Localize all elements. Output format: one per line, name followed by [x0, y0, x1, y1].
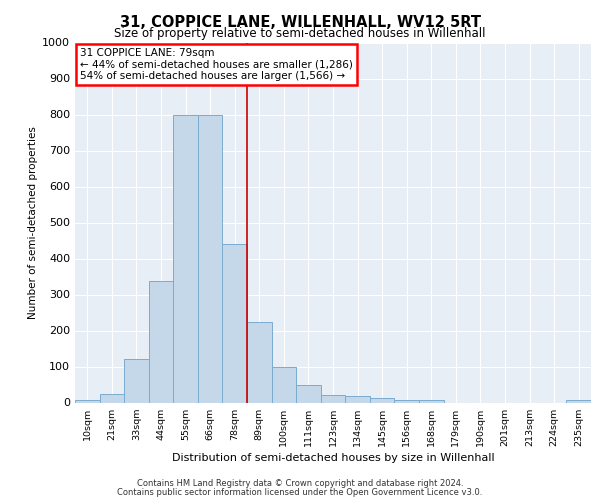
Bar	[75, 400, 100, 402]
Bar	[345, 396, 370, 402]
Text: 31, COPPICE LANE, WILLENHALL, WV12 5RT: 31, COPPICE LANE, WILLENHALL, WV12 5RT	[119, 15, 481, 30]
Bar	[296, 385, 321, 402]
Text: Contains public sector information licensed under the Open Government Licence v3: Contains public sector information licen…	[118, 488, 482, 497]
Bar	[394, 400, 419, 402]
Bar	[566, 400, 591, 402]
Bar	[370, 398, 394, 402]
Bar	[149, 281, 173, 402]
Bar	[272, 366, 296, 402]
Bar	[198, 114, 223, 403]
Bar	[247, 322, 272, 402]
Bar	[124, 360, 149, 403]
Y-axis label: Number of semi-detached properties: Number of semi-detached properties	[28, 126, 38, 319]
Text: Contains HM Land Registry data © Crown copyright and database right 2024.: Contains HM Land Registry data © Crown c…	[137, 479, 463, 488]
Text: 31 COPPICE LANE: 79sqm
← 44% of semi-detached houses are smaller (1,286)
54% of : 31 COPPICE LANE: 79sqm ← 44% of semi-det…	[80, 48, 353, 81]
Bar	[223, 244, 247, 402]
X-axis label: Distribution of semi-detached houses by size in Willenhall: Distribution of semi-detached houses by …	[172, 452, 494, 462]
Text: Size of property relative to semi-detached houses in Willenhall: Size of property relative to semi-detach…	[114, 27, 486, 40]
Bar	[419, 400, 443, 402]
Bar	[321, 394, 345, 402]
Bar	[100, 394, 124, 402]
Bar	[173, 114, 198, 403]
